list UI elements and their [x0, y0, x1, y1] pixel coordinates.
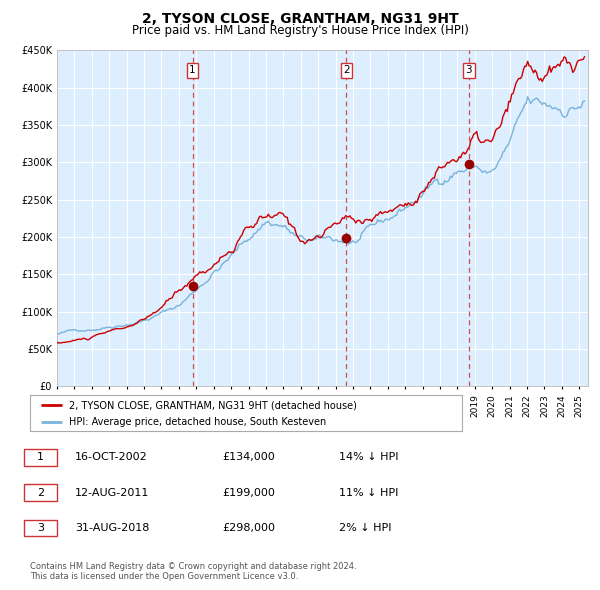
- Text: £199,000: £199,000: [222, 488, 275, 497]
- Text: Contains HM Land Registry data © Crown copyright and database right 2024.
This d: Contains HM Land Registry data © Crown c…: [30, 562, 356, 581]
- FancyBboxPatch shape: [24, 449, 57, 466]
- Text: £298,000: £298,000: [222, 523, 275, 533]
- Text: 2% ↓ HPI: 2% ↓ HPI: [339, 523, 391, 533]
- Text: 1: 1: [190, 65, 196, 76]
- Text: 2: 2: [343, 65, 350, 76]
- Text: 3: 3: [466, 65, 472, 76]
- Text: 2: 2: [37, 488, 44, 497]
- Text: Price paid vs. HM Land Registry's House Price Index (HPI): Price paid vs. HM Land Registry's House …: [131, 24, 469, 37]
- Text: 3: 3: [37, 523, 44, 533]
- Text: 16-OCT-2002: 16-OCT-2002: [75, 453, 148, 462]
- FancyBboxPatch shape: [24, 520, 57, 536]
- Text: 31-AUG-2018: 31-AUG-2018: [75, 523, 149, 533]
- Text: 12-AUG-2011: 12-AUG-2011: [75, 488, 149, 497]
- Text: 1: 1: [37, 453, 44, 462]
- Text: 11% ↓ HPI: 11% ↓ HPI: [339, 488, 398, 497]
- Text: HPI: Average price, detached house, South Kesteven: HPI: Average price, detached house, Sout…: [69, 417, 326, 427]
- FancyBboxPatch shape: [24, 484, 57, 501]
- Text: 2, TYSON CLOSE, GRANTHAM, NG31 9HT: 2, TYSON CLOSE, GRANTHAM, NG31 9HT: [142, 12, 458, 26]
- Text: 14% ↓ HPI: 14% ↓ HPI: [339, 453, 398, 462]
- Text: 2, TYSON CLOSE, GRANTHAM, NG31 9HT (detached house): 2, TYSON CLOSE, GRANTHAM, NG31 9HT (deta…: [69, 400, 357, 410]
- Text: £134,000: £134,000: [222, 453, 275, 462]
